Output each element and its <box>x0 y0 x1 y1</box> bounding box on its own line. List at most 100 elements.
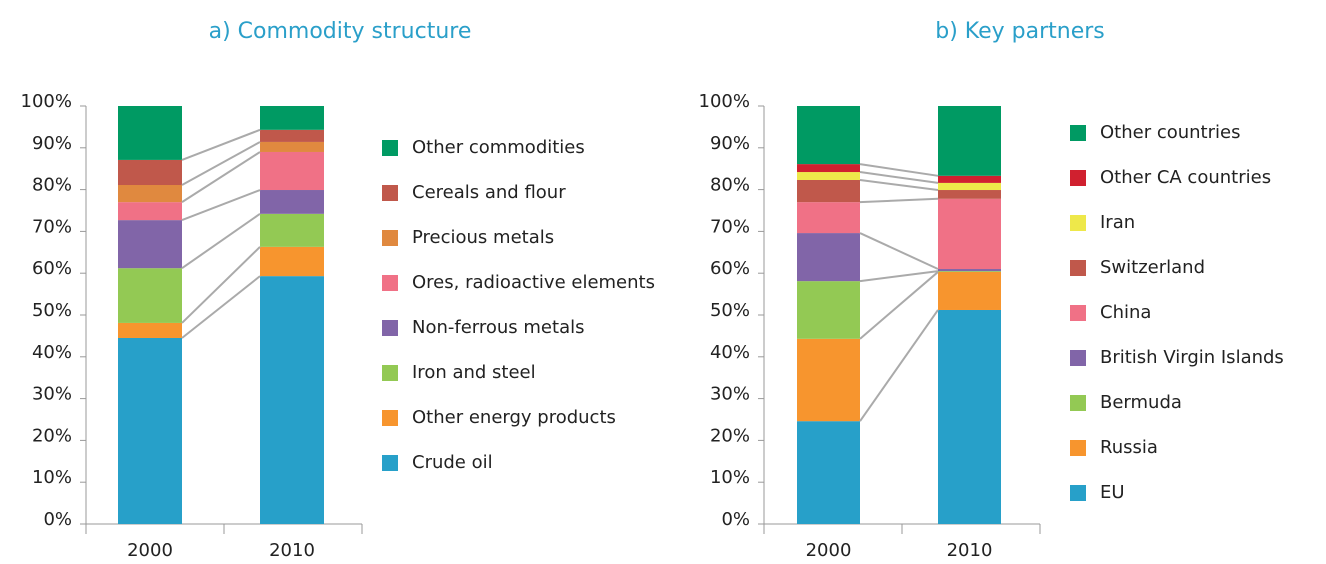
y-tick-label: 30% <box>32 384 72 405</box>
y-tick-label: 60% <box>32 258 72 279</box>
bar-segment <box>797 172 860 180</box>
x-tick-label: 2000 <box>806 540 852 561</box>
bar-segment <box>938 175 1001 183</box>
bar-segment <box>797 338 860 422</box>
legend-swatch <box>382 320 398 336</box>
connector-line <box>859 309 939 422</box>
legend-label: Bermuda <box>1100 392 1182 413</box>
legend-swatch <box>1070 260 1086 276</box>
legend-swatch <box>1070 440 1086 456</box>
legend-label: Other countries <box>1100 122 1240 143</box>
legend-label: Switzerland <box>1100 257 1205 278</box>
legend-swatch <box>382 185 398 201</box>
y-tick-label: 80% <box>710 175 750 196</box>
legend-label: China <box>1100 302 1151 323</box>
bar-segment <box>797 179 860 203</box>
y-tick-label: 90% <box>710 133 750 154</box>
y-tick-label: 100% <box>699 91 750 112</box>
y-tick-label: 70% <box>32 216 72 237</box>
connector-line <box>181 189 261 222</box>
bar-segment <box>260 213 324 247</box>
connector-line <box>859 232 939 270</box>
chart-title: b) Key partners <box>935 19 1105 44</box>
y-tick-label: 60% <box>710 258 750 279</box>
connector-line <box>859 171 939 184</box>
bar-segment <box>118 159 182 186</box>
bar-segment <box>118 322 182 338</box>
connector-line <box>859 197 939 204</box>
legend-label: Iron and steel <box>412 362 536 383</box>
legend-label: Iran <box>1100 212 1135 233</box>
bar-segment <box>938 182 1001 191</box>
legend-swatch <box>1070 170 1086 186</box>
legend-swatch <box>382 410 398 426</box>
bar-segment <box>118 268 182 323</box>
legend-swatch <box>1070 485 1086 501</box>
y-tick-label: 0% <box>43 509 72 530</box>
legend-swatch <box>1070 125 1086 141</box>
y-tick-label: 100% <box>21 91 72 112</box>
bar-segment <box>797 202 860 234</box>
connector-line <box>181 275 261 339</box>
y-tick-label: 40% <box>710 342 750 363</box>
bar-segment <box>797 164 860 173</box>
bar-segment <box>260 141 324 152</box>
legend-swatch <box>1070 305 1086 321</box>
legend-swatch <box>382 275 398 291</box>
legend-label: EU <box>1100 482 1125 503</box>
legend-swatch <box>1070 395 1086 411</box>
bar-segment <box>938 190 1001 199</box>
connector-line <box>859 163 939 177</box>
legend-swatch <box>1070 350 1086 366</box>
y-tick-label: 50% <box>32 300 72 321</box>
legend-label: Non-ferrous metals <box>412 317 584 338</box>
legend-swatch <box>382 455 398 471</box>
legend-swatch <box>1070 215 1086 231</box>
legend-label: Cereals and flour <box>412 182 566 203</box>
legend-label: Other CA countries <box>1100 167 1271 188</box>
x-tick-label: 2010 <box>269 540 315 561</box>
bar-segment <box>797 281 860 339</box>
bar-segment <box>118 220 182 269</box>
y-tick-label: 70% <box>710 216 750 237</box>
y-tick-label: 30% <box>710 384 750 405</box>
connector-line <box>859 270 939 283</box>
connector-line <box>181 141 261 186</box>
bar-segment <box>797 421 860 524</box>
connector-line <box>859 178 939 192</box>
legend-label: Crude oil <box>412 452 493 473</box>
bar-segment <box>118 185 182 203</box>
y-tick-label: 20% <box>32 425 72 446</box>
connector-line <box>181 151 261 203</box>
chart-title: a) Commodity structure <box>209 19 472 44</box>
y-tick-label: 50% <box>710 300 750 321</box>
legend-label: Other commodities <box>412 137 585 158</box>
y-tick-label: 40% <box>32 342 72 363</box>
bar-segment <box>938 106 1001 176</box>
bar-segment <box>260 190 324 214</box>
y-tick-label: 20% <box>710 425 750 446</box>
legend-swatch <box>382 230 398 246</box>
y-tick-label: 80% <box>32 175 72 196</box>
connector-line <box>181 246 261 324</box>
legend-swatch <box>382 140 398 156</box>
legend-label: Ores, radioactive elements <box>412 272 655 293</box>
bar-segment <box>260 151 324 191</box>
bar-segment <box>938 198 1001 270</box>
bar-segment <box>260 129 324 142</box>
connector-line <box>181 128 261 161</box>
bar-segment <box>260 246 324 277</box>
bar-segment <box>938 269 1001 272</box>
legend-swatch <box>382 365 398 381</box>
legend-label: British Virgin Islands <box>1100 347 1284 368</box>
legend-label: Other energy products <box>412 407 616 428</box>
y-tick-label: 90% <box>32 133 72 154</box>
y-tick-label: 0% <box>721 509 750 530</box>
bar-segment <box>938 271 1001 310</box>
y-tick-label: 10% <box>32 467 72 488</box>
connector-line <box>859 271 939 340</box>
bar-segment <box>118 202 182 221</box>
x-tick-label: 2010 <box>947 540 993 561</box>
bar-segment <box>118 337 182 524</box>
